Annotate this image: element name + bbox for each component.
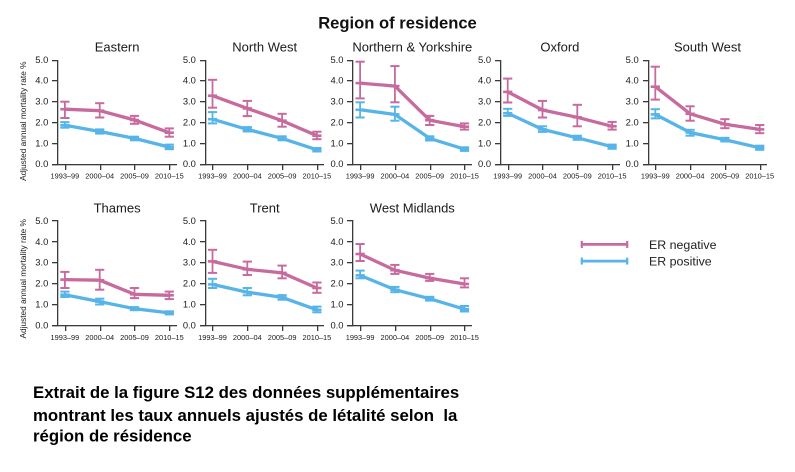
svg-text:1993–99: 1993–99 (51, 171, 80, 180)
svg-text:3.0: 3.0 (478, 96, 491, 107)
svg-text:Oxford: Oxford (540, 40, 579, 55)
svg-text:1.0: 1.0 (478, 137, 491, 148)
svg-text:2005–09: 2005–09 (120, 333, 149, 342)
svg-text:0.0: 0.0 (478, 158, 491, 169)
svg-text:5.0: 5.0 (183, 54, 196, 65)
svg-text:0.0: 0.0 (183, 320, 196, 331)
svg-text:Eastern: Eastern (95, 40, 140, 55)
svg-text:région de résidence: région de résidence (33, 426, 192, 445)
svg-text:4.0: 4.0 (330, 75, 343, 86)
svg-text:Region of residence: Region of residence (318, 14, 477, 33)
svg-text:3.0: 3.0 (330, 96, 343, 107)
svg-text:1.0: 1.0 (183, 299, 196, 310)
svg-text:2.0: 2.0 (626, 116, 639, 127)
svg-text:2.0: 2.0 (330, 278, 343, 289)
svg-text:Extrait de la figure S12 des d: Extrait de la figure S12 des données sup… (33, 383, 459, 402)
svg-text:ER positive: ER positive (649, 255, 712, 269)
svg-text:West Midlands: West Midlands (370, 200, 456, 215)
svg-text:4.0: 4.0 (35, 75, 48, 86)
svg-text:2000–04: 2000–04 (233, 333, 262, 342)
svg-text:2000–04: 2000–04 (528, 171, 557, 180)
svg-text:0.0: 0.0 (35, 158, 48, 169)
svg-text:1993–99: 1993–99 (51, 333, 80, 342)
svg-text:0.0: 0.0 (330, 320, 343, 331)
svg-text:2005–09: 2005–09 (415, 333, 444, 342)
svg-text:2000–04: 2000–04 (676, 171, 705, 180)
svg-text:1993–99: 1993–99 (346, 171, 375, 180)
svg-text:1.0: 1.0 (35, 137, 48, 148)
svg-text:1.0: 1.0 (626, 137, 639, 148)
svg-text:2010–15: 2010–15 (745, 171, 774, 180)
svg-text:2010–15: 2010–15 (155, 333, 184, 342)
svg-text:2.0: 2.0 (183, 116, 196, 127)
svg-text:2005–09: 2005–09 (415, 171, 444, 180)
svg-text:2.0: 2.0 (330, 116, 343, 127)
svg-text:5.0: 5.0 (478, 54, 491, 65)
svg-text:2005–09: 2005–09 (120, 171, 149, 180)
svg-text:2.0: 2.0 (35, 278, 48, 289)
svg-text:0.0: 0.0 (330, 158, 343, 169)
svg-text:1993–99: 1993–99 (198, 333, 227, 342)
svg-text:2005–09: 2005–09 (268, 171, 297, 180)
svg-text:Adjusted annual mortality rate: Adjusted annual mortality rate % (18, 218, 28, 338)
svg-text:1993–99: 1993–99 (493, 171, 522, 180)
svg-text:2000–04: 2000–04 (381, 333, 410, 342)
svg-text:Trent: Trent (250, 200, 280, 215)
svg-text:4.0: 4.0 (626, 75, 639, 86)
svg-text:4.0: 4.0 (478, 75, 491, 86)
svg-text:3.0: 3.0 (626, 96, 639, 107)
svg-text:4.0: 4.0 (330, 236, 343, 247)
svg-text:Northern & Yorkshire: Northern & Yorkshire (352, 40, 472, 55)
svg-text:0.0: 0.0 (626, 158, 639, 169)
svg-text:2.0: 2.0 (478, 116, 491, 127)
svg-text:1993–99: 1993–99 (346, 333, 375, 342)
svg-text:Adjusted annual mortality rate: Adjusted annual mortality rate % (18, 61, 28, 181)
svg-text:5.0: 5.0 (330, 54, 343, 65)
svg-text:2005–09: 2005–09 (268, 333, 297, 342)
svg-text:3.0: 3.0 (35, 96, 48, 107)
svg-text:2000–04: 2000–04 (85, 333, 114, 342)
svg-text:North West: North West (232, 40, 297, 55)
svg-text:5.0: 5.0 (35, 215, 48, 226)
svg-text:3.0: 3.0 (35, 257, 48, 268)
svg-text:1.0: 1.0 (330, 299, 343, 310)
svg-text:1993–99: 1993–99 (198, 171, 227, 180)
svg-text:4.0: 4.0 (183, 75, 196, 86)
svg-text:2010–15: 2010–15 (303, 333, 332, 342)
svg-text:2.0: 2.0 (35, 116, 48, 127)
svg-text:3.0: 3.0 (330, 257, 343, 268)
svg-text:ER negative: ER negative (649, 238, 717, 252)
svg-text:5.0: 5.0 (330, 215, 343, 226)
svg-text:3.0: 3.0 (183, 96, 196, 107)
svg-text:5.0: 5.0 (183, 215, 196, 226)
svg-text:2010–15: 2010–15 (155, 171, 184, 180)
svg-text:0.0: 0.0 (35, 320, 48, 331)
svg-text:5.0: 5.0 (626, 54, 639, 65)
svg-text:2010–15: 2010–15 (450, 171, 479, 180)
svg-text:4.0: 4.0 (35, 236, 48, 247)
svg-text:2005–09: 2005–09 (711, 171, 740, 180)
svg-text:2000–04: 2000–04 (233, 171, 262, 180)
svg-text:montrant les taux annuels ajus: montrant les taux annuels ajustés de lét… (33, 406, 458, 425)
svg-text:0.0: 0.0 (183, 158, 196, 169)
svg-text:2000–04: 2000–04 (85, 171, 114, 180)
svg-text:3.0: 3.0 (183, 257, 196, 268)
svg-text:South West: South West (674, 40, 741, 55)
svg-text:1.0: 1.0 (183, 137, 196, 148)
svg-text:1993–99: 1993–99 (641, 171, 670, 180)
svg-text:2010–15: 2010–15 (450, 333, 479, 342)
svg-text:2000–04: 2000–04 (381, 171, 410, 180)
svg-text:4.0: 4.0 (183, 236, 196, 247)
svg-text:2.0: 2.0 (183, 278, 196, 289)
svg-text:5.0: 5.0 (35, 54, 48, 65)
svg-text:2010–15: 2010–15 (598, 171, 627, 180)
svg-text:2010–15: 2010–15 (303, 171, 332, 180)
svg-text:1.0: 1.0 (330, 137, 343, 148)
svg-text:Thames: Thames (94, 200, 141, 215)
svg-text:2005–09: 2005–09 (563, 171, 592, 180)
svg-text:1.0: 1.0 (35, 299, 48, 310)
